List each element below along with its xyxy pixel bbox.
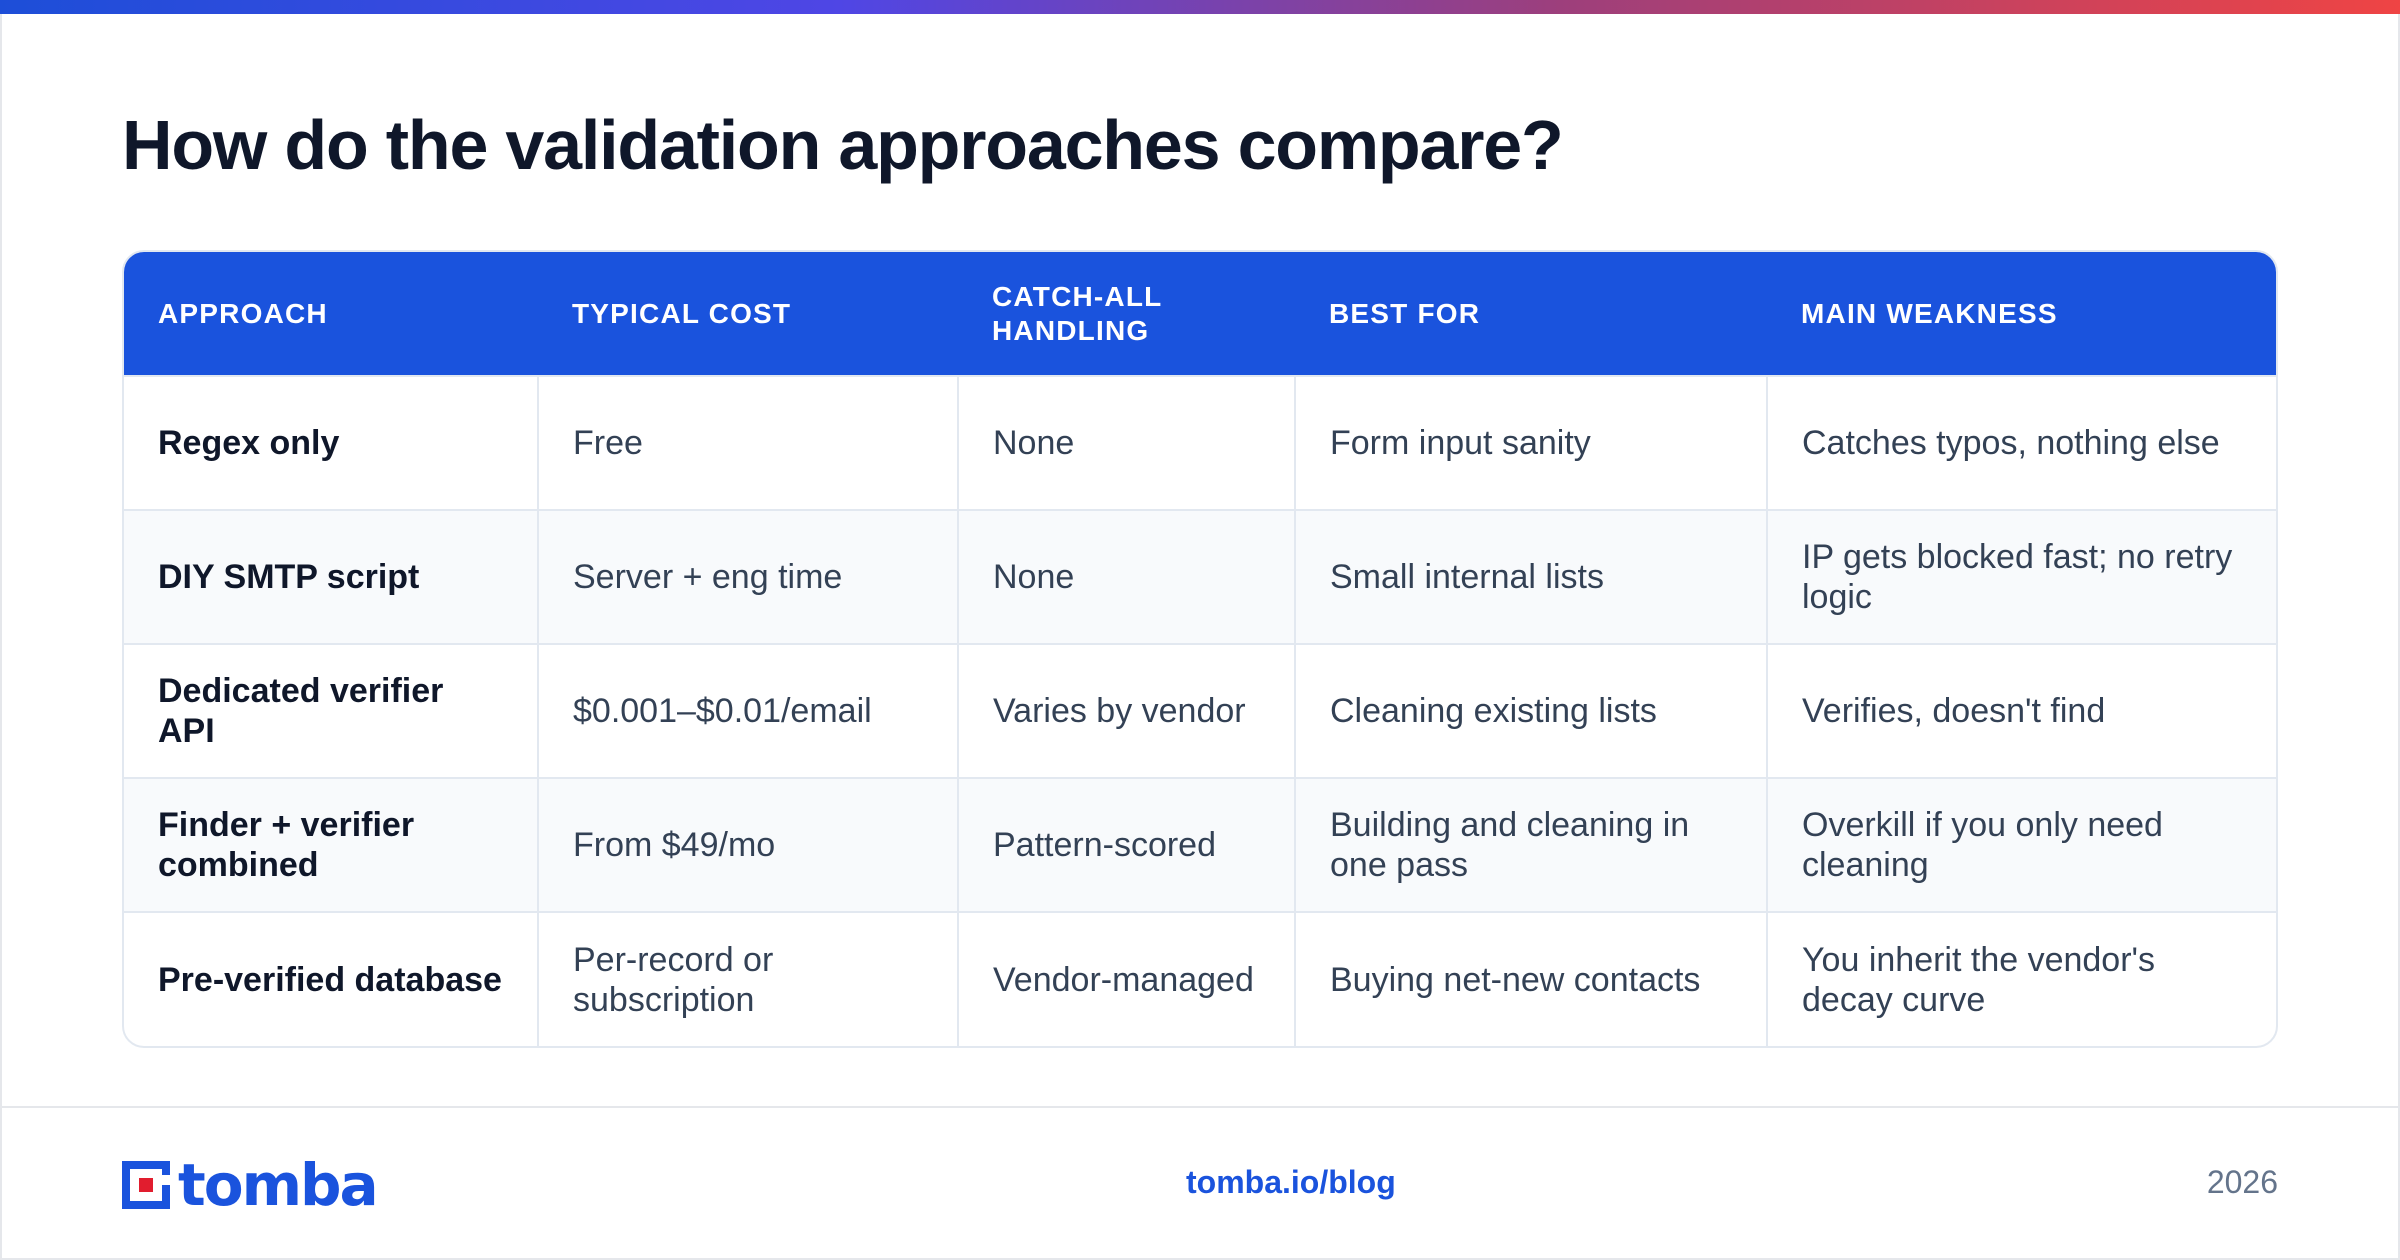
cell-main-weakness: Verifies, doesn't find bbox=[1766, 643, 2276, 778]
header-approach: APPROACH bbox=[158, 297, 328, 329]
footer-year: 2026 bbox=[2206, 1164, 2278, 1200]
cell-approach: Regex only bbox=[124, 375, 538, 510]
table-row: Regex only Free None Form input sanity C… bbox=[124, 375, 2276, 510]
cell-approach: Pre-verified database bbox=[124, 911, 538, 1046]
logo-wordmark: tomba bbox=[178, 1151, 379, 1219]
blog-link[interactable]: tomba.io/blog bbox=[1186, 1164, 1396, 1200]
cell-best-for: Building and cleaning in one pass bbox=[1294, 777, 1767, 912]
cell-main-weakness: Overkill if you only need cleaning bbox=[1766, 777, 2276, 912]
table-row: Pre-verified database Per-record or subs… bbox=[124, 911, 2276, 1046]
header-typical-cost: TYPICAL COST bbox=[572, 297, 792, 329]
cell-catch-all-handling: None bbox=[957, 509, 1295, 644]
cell-main-weakness: IP gets blocked fast; no retry logic bbox=[1766, 509, 2276, 644]
table-row: DIY SMTP script Server + eng time None S… bbox=[124, 509, 2276, 644]
cell-main-weakness: You inherit the vendor's decay curve bbox=[1766, 911, 2276, 1046]
cell-approach: DIY SMTP script bbox=[124, 509, 538, 644]
cell-catch-all-handling: Pattern-scored bbox=[957, 777, 1295, 912]
page-title: How do the validation approaches compare… bbox=[122, 106, 1564, 184]
cell-approach: Finder + verifier combined bbox=[124, 777, 538, 912]
cell-typical-cost: Per-record or subscription bbox=[537, 911, 958, 1046]
cell-approach: Dedicated verifier API bbox=[124, 643, 538, 778]
cell-typical-cost: From $49/mo bbox=[537, 777, 958, 912]
footer-divider bbox=[0, 1106, 2400, 1108]
cell-catch-all-handling: None bbox=[957, 375, 1295, 510]
table-header-row: APPROACH TYPICAL COST CATCH-ALL HANDLING… bbox=[124, 252, 2276, 376]
comparison-table: APPROACH TYPICAL COST CATCH-ALL HANDLING… bbox=[122, 250, 2278, 1048]
cell-best-for: Buying net-new contacts bbox=[1294, 911, 1767, 1046]
header-catch-all-handling: CATCH-ALL HANDLING bbox=[992, 280, 1162, 346]
cell-best-for: Small internal lists bbox=[1294, 509, 1767, 644]
cell-typical-cost: Server + eng time bbox=[537, 509, 958, 644]
cell-best-for: Form input sanity bbox=[1294, 375, 1767, 510]
gradient-top-bar bbox=[0, 0, 2400, 14]
tomba-logo-icon bbox=[122, 1161, 170, 1209]
cell-catch-all-handling: Varies by vendor bbox=[957, 643, 1295, 778]
table-row: Dedicated verifier API $0.001–$0.01/emai… bbox=[124, 643, 2276, 778]
cell-typical-cost: Free bbox=[537, 375, 958, 510]
cell-best-for: Cleaning existing lists bbox=[1294, 643, 1767, 778]
cell-main-weakness: Catches typos, nothing else bbox=[1766, 375, 2276, 510]
table-row: Finder + verifier combined From $49/mo P… bbox=[124, 777, 2276, 912]
header-best-for: BEST FOR bbox=[1329, 297, 1481, 329]
tomba-logo: tomba bbox=[122, 1151, 379, 1219]
cell-typical-cost: $0.001–$0.01/email bbox=[537, 643, 958, 778]
cell-catch-all-handling: Vendor-managed bbox=[957, 911, 1295, 1046]
header-main-weakness: MAIN WEAKNESS bbox=[1801, 297, 2058, 329]
